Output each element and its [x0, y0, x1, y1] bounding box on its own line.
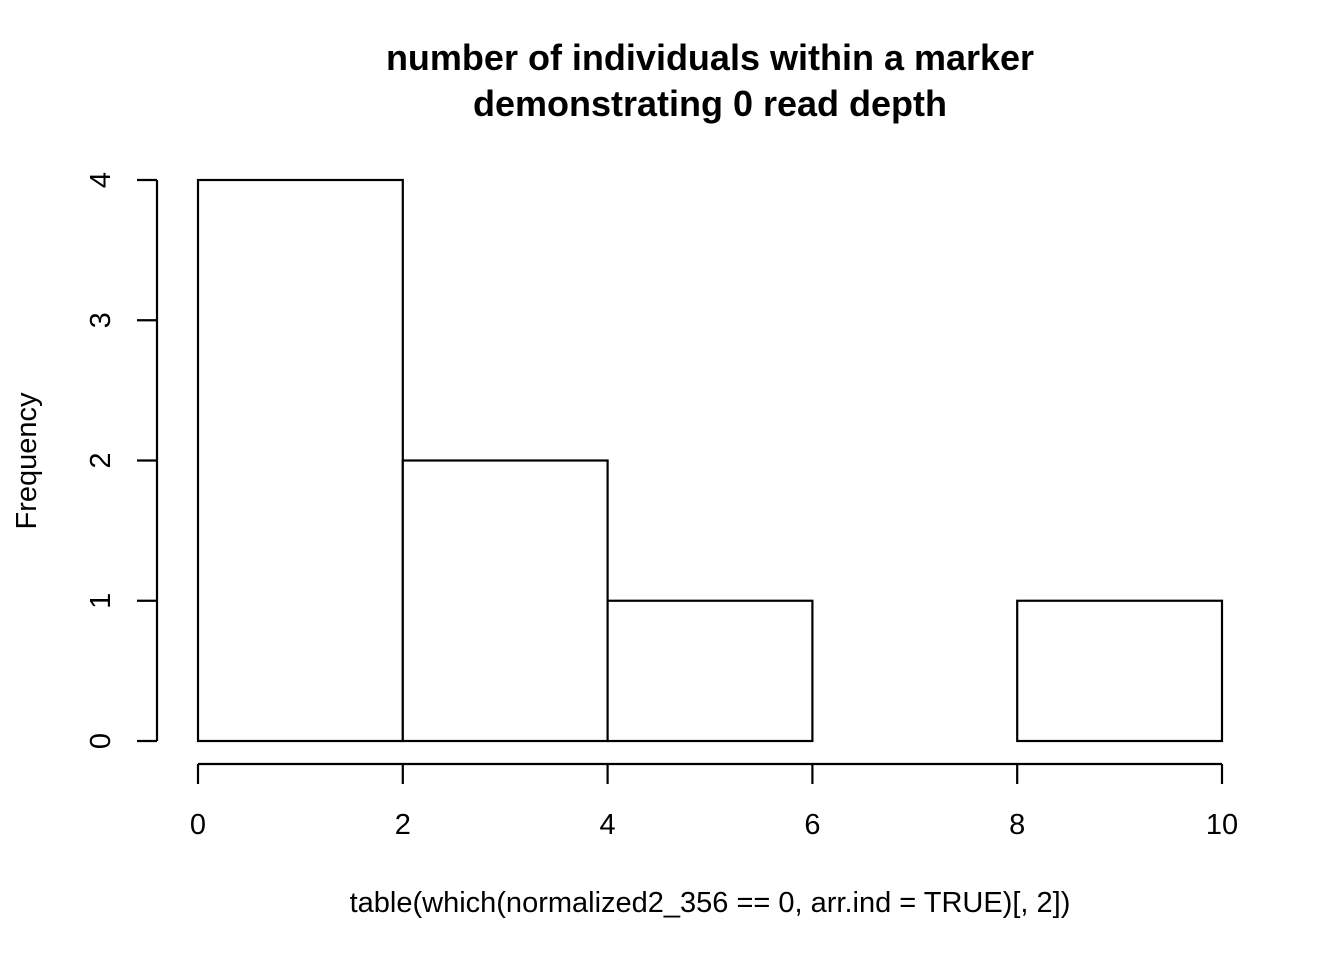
- y-tick-label-2: 2: [85, 452, 117, 468]
- x-axis: 0 2 4 6 8 10: [190, 762, 1238, 841]
- chart-title-line-1: number of individuals within a marker: [386, 37, 1034, 78]
- histogram-bar-1: [401, 459, 609, 743]
- y-axis-label: Frequency: [11, 392, 43, 530]
- histogram-bar-4: [1016, 599, 1224, 743]
- histogram-bar-0: [196, 178, 404, 743]
- x-tick-label-1: 2: [395, 809, 411, 841]
- x-tick-label-2: 4: [600, 809, 616, 841]
- x-tick-label-0: 0: [190, 809, 206, 841]
- y-tick-label-4: 4: [85, 172, 117, 188]
- histogram-bars: [196, 178, 1224, 743]
- y-tick-label-1: 1: [85, 593, 117, 609]
- x-tick-label-5: 10: [1206, 809, 1238, 841]
- y-tick-label-3: 3: [85, 312, 117, 328]
- x-tick-label-4: 8: [1009, 809, 1025, 841]
- x-axis-label: table(which(normalized2_356 == 0, arr.in…: [350, 887, 1071, 919]
- x-tick-label-3: 6: [804, 809, 820, 841]
- histogram-bar-2: [606, 599, 814, 743]
- chart-title-line-2: demonstrating 0 read depth: [473, 83, 947, 124]
- y-axis: 0 1 2 3 4: [85, 172, 159, 749]
- y-tick-label-0: 0: [85, 733, 117, 749]
